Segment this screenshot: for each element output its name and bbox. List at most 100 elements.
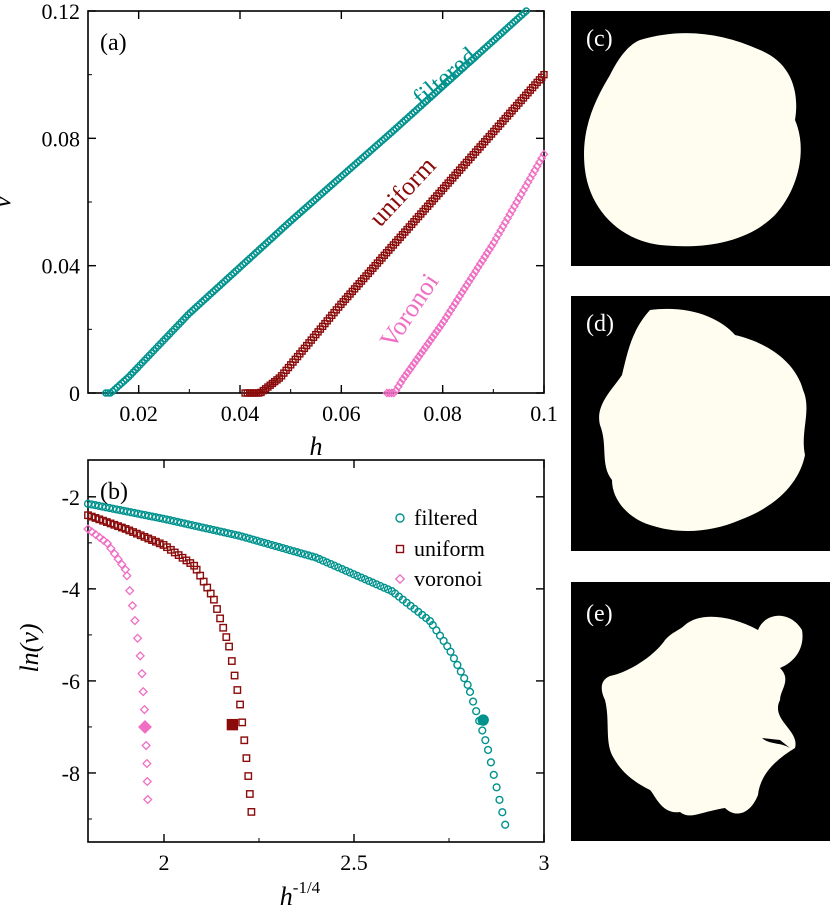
point-voronoi — [91, 529, 101, 540]
point-voronoi — [459, 284, 469, 294]
point-filtered — [162, 515, 171, 524]
point-voronoi — [412, 355, 422, 365]
point-filtered — [315, 554, 324, 564]
point-filtered — [300, 550, 309, 559]
point-filtered — [278, 543, 287, 553]
panel-d-tag: (d) — [586, 311, 614, 337]
point-voronoi — [434, 323, 444, 333]
point-uniform — [233, 686, 242, 694]
point-filtered — [102, 389, 110, 397]
point-voronoi — [137, 668, 147, 679]
point-filtered — [293, 548, 302, 557]
y-tick-label: 0.04 — [42, 254, 81, 279]
point-filtered — [495, 795, 504, 804]
point-filtered — [209, 525, 218, 535]
panel-d: (d) — [571, 296, 830, 551]
x-tick-label: 2.5 — [340, 850, 368, 875]
point-voronoi — [142, 776, 153, 787]
point-voronoi — [462, 280, 472, 290]
point-filtered — [176, 518, 186, 527]
point-uniform — [219, 623, 228, 632]
point-voronoi — [448, 302, 458, 312]
point-voronoi — [416, 348, 426, 359]
point-filtered — [483, 745, 493, 755]
point-filtered — [349, 570, 358, 579]
point-filtered — [249, 535, 258, 544]
panel-a-points — [102, 7, 549, 398]
point-filtered — [198, 523, 207, 532]
point-uniform — [540, 70, 548, 79]
point-voronoi — [109, 549, 120, 559]
point-voronoi — [432, 326, 442, 336]
point-uniform — [225, 642, 233, 651]
point-voronoi — [124, 585, 135, 596]
y-tick-label: -8 — [62, 761, 80, 786]
blob-shape-e — [601, 615, 803, 816]
point-filtered — [296, 549, 306, 558]
point-voronoi — [457, 287, 467, 298]
point-voronoi — [423, 339, 433, 349]
point-filtered — [341, 566, 351, 575]
point-filtered — [271, 541, 280, 551]
point-uniform — [213, 605, 221, 613]
panel-e: (e) — [571, 582, 830, 841]
point-voronoi — [139, 704, 150, 715]
point-filtered — [267, 540, 276, 550]
point-filtered — [364, 576, 373, 586]
point-voronoi — [409, 358, 419, 368]
point-voronoi — [94, 532, 105, 543]
point-filtered — [307, 552, 317, 561]
point-voronoi — [475, 259, 485, 269]
point-voronoi — [106, 543, 116, 554]
point-voronoi — [418, 345, 428, 355]
y-tick-label: 0 — [69, 381, 80, 406]
point-uniform — [238, 718, 247, 727]
point-voronoi — [142, 758, 152, 769]
x-tick-label: 2 — [159, 850, 170, 875]
point-filtered — [360, 575, 370, 584]
point-filtered — [166, 516, 175, 525]
point-uniform — [210, 595, 218, 604]
point-voronoi — [396, 378, 406, 388]
panel-b-frame — [87, 459, 545, 843]
point-uniform — [244, 772, 253, 780]
point-filtered — [205, 525, 214, 534]
panel-a-ticks: 0.02 0.04 0.06 0.08 0.1 0 0.04 0.08 0.12 — [42, 0, 558, 426]
legend: filtered uniform voronoi — [394, 505, 485, 591]
point-uniform — [227, 657, 236, 665]
panel-e-tag: (e) — [586, 601, 613, 627]
point-voronoi — [117, 559, 127, 570]
point-voronoi — [389, 388, 399, 398]
point-filtered — [334, 563, 343, 572]
point-filtered — [486, 758, 496, 767]
point-voronoi — [430, 329, 440, 339]
point-voronoi — [138, 686, 148, 697]
point-voronoi — [130, 615, 140, 626]
curve-label-uniform: uniform — [363, 151, 441, 232]
point-voronoi — [83, 524, 93, 534]
legend-label-uniform: uniform — [414, 536, 485, 561]
point-voronoi — [132, 633, 143, 644]
point-voronoi — [421, 342, 431, 352]
point-voronoi — [478, 255, 488, 265]
x-tick-label: 0.06 — [322, 401, 361, 426]
legend-label-voronoi: voronoi — [414, 566, 482, 591]
point-filtered — [322, 558, 331, 567]
point-filtered — [285, 546, 295, 555]
point-voronoi — [405, 365, 415, 375]
x-tick-label: 0.1 — [530, 401, 558, 426]
point-filtered — [492, 783, 501, 792]
point-filtered — [468, 697, 478, 706]
point-uniform — [273, 376, 281, 384]
point-voronoi — [450, 298, 460, 308]
point-voronoi — [471, 266, 481, 276]
highlight-uniform — [226, 718, 239, 731]
point-uniform — [275, 374, 283, 382]
point-filtered — [472, 707, 481, 716]
point-filtered — [212, 526, 222, 535]
point-voronoi — [398, 374, 408, 384]
point-filtered — [478, 726, 487, 735]
panel-b-xlabel-base: h — [280, 882, 293, 911]
blob-shape-c — [584, 33, 801, 247]
point-filtered — [234, 531, 243, 540]
